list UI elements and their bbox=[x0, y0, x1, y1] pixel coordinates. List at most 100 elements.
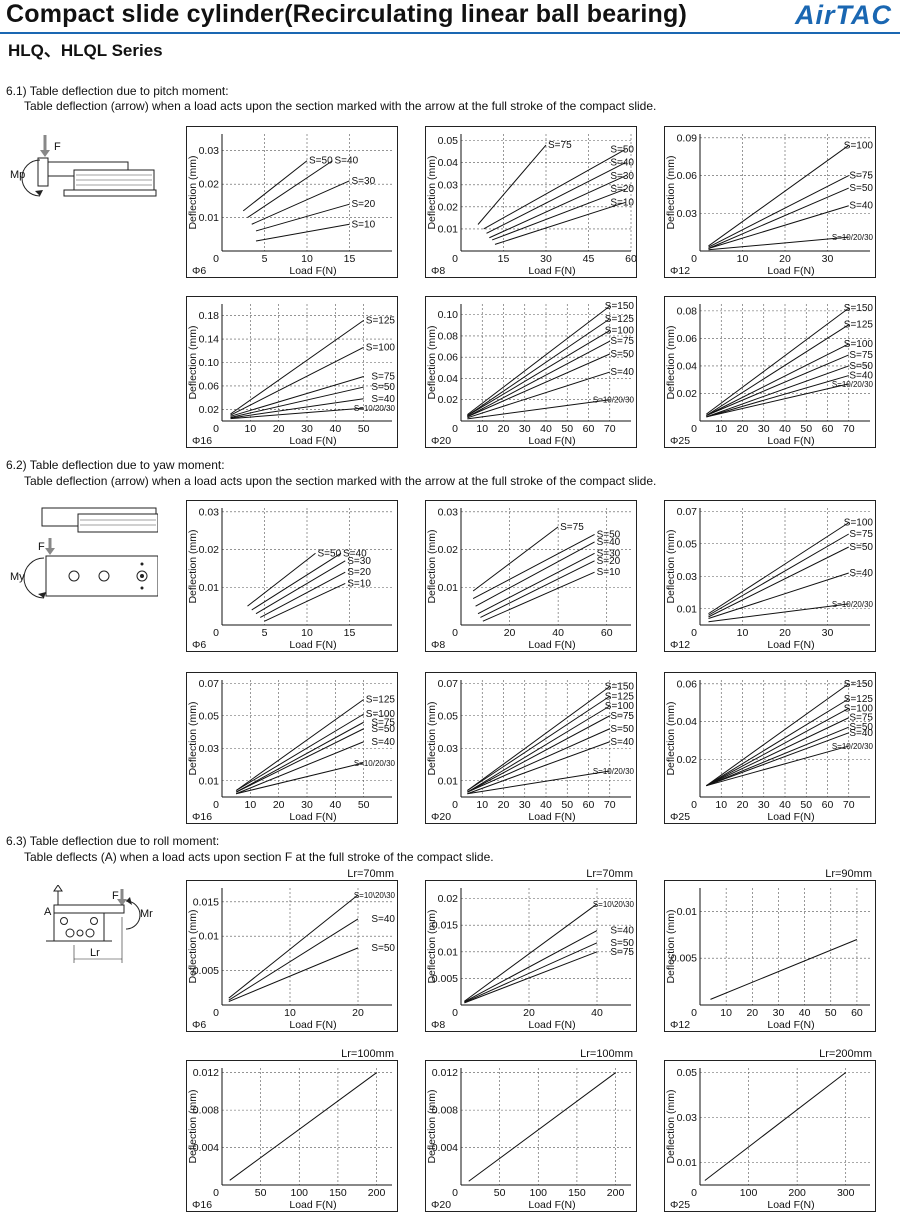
brand-logo: AirTAC bbox=[795, 0, 892, 30]
x-tick-label: 10 bbox=[284, 1007, 296, 1019]
series-label-s-10-20-30: S=10/20/30 bbox=[354, 404, 396, 413]
y-tick-label: 0.04 bbox=[677, 360, 698, 372]
x-tick-label: 40 bbox=[540, 423, 552, 435]
x-tick-label: 50 bbox=[255, 1187, 267, 1199]
series-line-s-50 bbox=[467, 353, 610, 418]
series-line-s-10-20-30 bbox=[708, 236, 849, 251]
y-axis-label: Deflection (mm) bbox=[426, 155, 438, 229]
chart-yaw-phi25: 0.02 0.04 0.06 0 10 20 30 40 50 60 70 Deflection (m… bbox=[664, 672, 876, 824]
y-tick-label: 0.02 bbox=[199, 404, 220, 416]
chart-frame bbox=[425, 296, 637, 448]
x-tick-label: 60 bbox=[583, 799, 595, 811]
y-tick-label: 0.004 bbox=[193, 1142, 219, 1154]
chart-frame bbox=[664, 880, 876, 1032]
series-label-s-10: S=10 bbox=[597, 567, 621, 578]
series-label-s-100: S=100 bbox=[844, 339, 874, 350]
series-line-s-40 bbox=[235, 741, 364, 795]
x-tick-label: 40 bbox=[540, 799, 552, 811]
series-line-s-50 bbox=[235, 728, 364, 793]
grid bbox=[700, 1068, 870, 1185]
x-tick-label: 0 bbox=[452, 1007, 458, 1019]
series-label-s-30: S=30 bbox=[597, 548, 621, 559]
y-tick-label: 0.14 bbox=[199, 334, 220, 346]
series-line-s-125 bbox=[706, 698, 850, 787]
y-axis-label: Deflection (mm) bbox=[426, 1089, 438, 1163]
series-line-s-30 bbox=[255, 560, 346, 615]
series-line-s-10-20-30 bbox=[236, 762, 364, 795]
series-label-s-50: S=50 bbox=[318, 548, 342, 559]
series-label-s-20: S=20 bbox=[597, 556, 621, 567]
x-tick-label: 30 bbox=[540, 253, 552, 265]
series-line-s-50 bbox=[242, 160, 308, 212]
series-line-s-40 bbox=[708, 205, 849, 249]
bore-size-label: Φ8 bbox=[431, 265, 445, 277]
grid bbox=[222, 134, 392, 251]
series-label-s-10-20-30: S=10/20/30 bbox=[832, 233, 874, 242]
series-label-s-50: S=50 bbox=[371, 943, 395, 954]
series-line-s-100 bbox=[230, 346, 364, 416]
x-tick-label: 20 bbox=[498, 423, 510, 435]
y-tick-label: 0.08 bbox=[677, 305, 698, 317]
series-label-s-50: S=50 bbox=[371, 724, 395, 735]
series-line-s-150 bbox=[706, 307, 850, 415]
series-line-s-125 bbox=[467, 318, 611, 417]
y-tick-label: 0.01 bbox=[199, 582, 220, 594]
series-line-s-150 bbox=[467, 305, 611, 416]
x-tick-label: 10 bbox=[476, 423, 488, 435]
series-label-s-100: S=100 bbox=[844, 518, 874, 529]
series-label-s-100: S=100 bbox=[366, 709, 396, 720]
bore-size-label: Φ20 bbox=[431, 1199, 451, 1211]
x-tick-label: 20 bbox=[504, 627, 516, 639]
series-line-s-125 bbox=[706, 324, 850, 416]
series-line-main bbox=[229, 1072, 377, 1181]
x-tick-label: 40 bbox=[799, 1007, 811, 1019]
series-line-s-40 bbox=[467, 741, 610, 795]
y-tick-label: 0.06 bbox=[199, 380, 220, 392]
series-label-s-125: S=125 bbox=[605, 691, 635, 702]
series-line-main bbox=[710, 939, 858, 1000]
x-tick-label: 50 bbox=[800, 799, 812, 811]
chart-frame bbox=[186, 672, 398, 824]
y-tick-label: 0.01 bbox=[677, 1157, 698, 1169]
series-label-s-150: S=150 bbox=[605, 301, 635, 312]
y-tick-label: 0.02 bbox=[438, 394, 459, 406]
series-label-s-30: S=30 bbox=[352, 176, 376, 187]
x-tick-label: 200 bbox=[607, 1187, 625, 1199]
section-title-roll: 6.3) Table deflection due to roll moment… bbox=[6, 834, 220, 848]
axes bbox=[699, 888, 870, 1006]
x-axis-label: Load F(N) bbox=[528, 639, 575, 651]
x-tick-label: 100 bbox=[530, 1187, 548, 1199]
series-label-s-10: S=10 bbox=[610, 197, 634, 208]
chart-svg: 0.01 0.02 0.03 0 20 40 60 Deflection (mm) Load F… bbox=[425, 500, 637, 652]
chart-svg: 0.02 0.06 0.10 0.14 0.18 0 10 20 30 40 50 Deflectio… bbox=[186, 296, 398, 448]
series-label-s-75: S=75 bbox=[849, 529, 873, 540]
y-tick-label: 0.03 bbox=[438, 743, 459, 755]
series-label-s-10-20-30: S=10/20/30 bbox=[832, 380, 874, 389]
series-line-s-40 bbox=[706, 732, 849, 787]
y-tick-label: 0.03 bbox=[677, 571, 698, 583]
x-tick-label: 20 bbox=[746, 1007, 758, 1019]
chart-roll-phi25: 0.01 0.03 0.05 0 100 200 300 Deflection (mm) Loa… bbox=[664, 1048, 876, 1212]
series-label-s-125: S=125 bbox=[605, 314, 635, 325]
x-tick-label: 0 bbox=[452, 627, 458, 639]
chart-roll-phi8: 0.005 0.01 0.015 0.02 0 20 40 Deflection (mm) Lo… bbox=[425, 868, 637, 1032]
series-label-s-75: S=75 bbox=[610, 711, 634, 722]
chart-yaw-phi16: 0.01 0.03 0.05 0.07 0 10 20 30 40 50 Deflection (m… bbox=[186, 672, 398, 824]
series-label-s-75: S=75 bbox=[610, 336, 634, 347]
x-tick-label: 15 bbox=[344, 627, 356, 639]
series-line-s-150 bbox=[467, 686, 611, 791]
y-tick-label: 0.02 bbox=[199, 544, 220, 556]
y-axis-label: Deflection (mm) bbox=[426, 325, 438, 399]
series-label-s-40: S=40 bbox=[610, 367, 634, 378]
axes bbox=[460, 888, 631, 1006]
y-tick-label: 0.03 bbox=[199, 743, 220, 755]
series-line-s-40 bbox=[230, 398, 364, 419]
series-label-s-125: S=125 bbox=[366, 315, 396, 326]
header-divider bbox=[0, 32, 900, 34]
y-tick-label: 0.012 bbox=[432, 1067, 458, 1079]
lever-arm-label: Lr bbox=[90, 947, 100, 959]
x-tick-label: 10 bbox=[301, 627, 313, 639]
x-axis-label: Load F(N) bbox=[528, 811, 575, 823]
series-line-s-40 bbox=[486, 162, 626, 234]
chart-roll-phi16: 0.004 0.008 0.012 0 50 100 150 200 Deflection (m… bbox=[186, 1048, 398, 1212]
